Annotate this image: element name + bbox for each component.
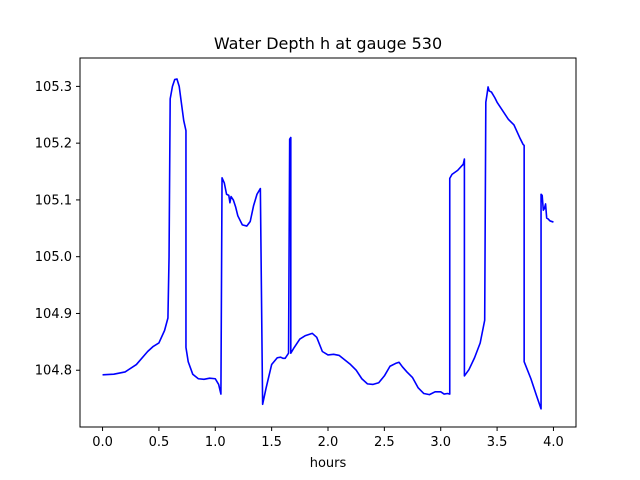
x-tick-label: 1.0 bbox=[205, 435, 226, 450]
x-tick-label: 1.5 bbox=[261, 435, 282, 450]
series-line-0 bbox=[102, 78, 554, 410]
y-tick-label: 105.2 bbox=[35, 137, 72, 152]
x-tick-label: 4.0 bbox=[543, 435, 564, 450]
y-tick-label: 104.9 bbox=[35, 307, 72, 322]
y-tick-label: 105.0 bbox=[35, 250, 72, 265]
chart-title: Water Depth h at gauge 530 bbox=[214, 34, 442, 53]
y-tick-label: 104.8 bbox=[35, 364, 72, 379]
plot-area bbox=[102, 78, 554, 410]
y-tick-label: 105.3 bbox=[35, 80, 72, 95]
x-tick-label: 0.5 bbox=[149, 435, 170, 450]
y-axis: 104.8 104.9 105.0 105.1 105.2 105.3 bbox=[35, 80, 80, 379]
x-tick-label: 2.5 bbox=[374, 435, 395, 450]
x-tick-label: 2.0 bbox=[318, 435, 339, 450]
x-tick-label: 3.5 bbox=[487, 435, 508, 450]
y-tick-label: 105.1 bbox=[35, 193, 72, 208]
x-tick-label: 3.0 bbox=[430, 435, 451, 450]
x-tick-label: 0.0 bbox=[92, 435, 113, 450]
plot-frame bbox=[79, 57, 577, 428]
x-axis: 0.0 0.5 1.0 1.5 2.0 2.5 3.0 3.5 4.0 bbox=[92, 427, 564, 450]
x-axis-label: hours bbox=[310, 456, 347, 471]
